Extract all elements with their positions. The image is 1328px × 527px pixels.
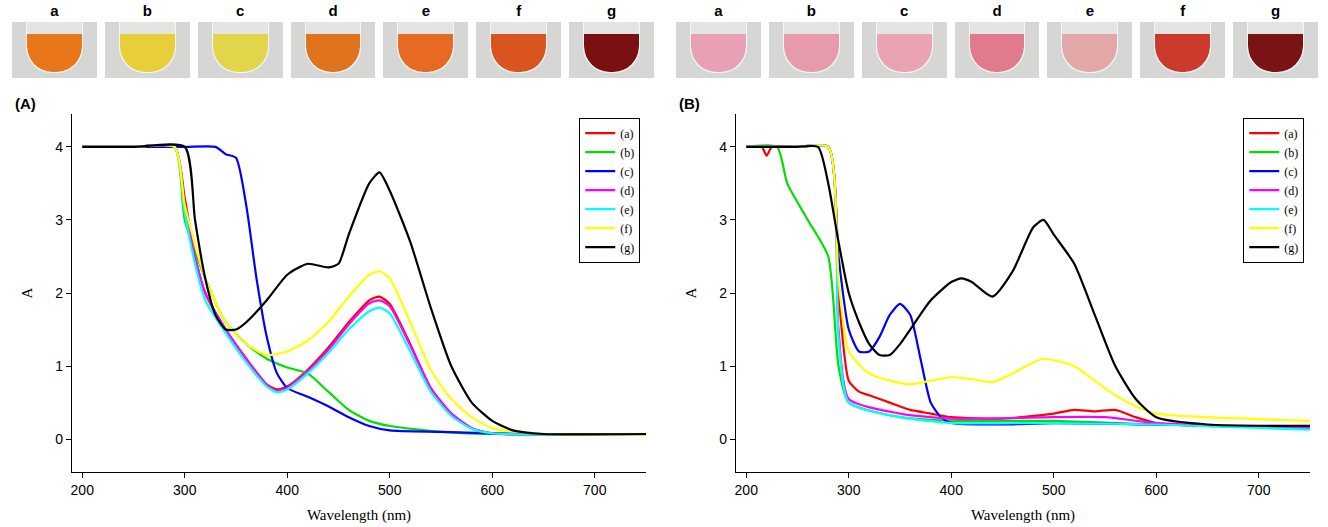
html-text:a: a xyxy=(50,2,59,19)
svg-text:(g): (g) xyxy=(620,241,634,255)
svg-text:(e): (e) xyxy=(1284,203,1297,217)
svg-text:(A): (A) xyxy=(15,95,36,112)
svg-text:1: 1 xyxy=(55,358,63,374)
svg-text:2: 2 xyxy=(719,285,727,301)
html-text:g: g xyxy=(607,2,617,19)
svg-text:(d): (d) xyxy=(1284,184,1298,198)
html-text:a: a xyxy=(714,2,723,19)
svg-text:(b): (b) xyxy=(1284,146,1298,160)
html-text:f: f xyxy=(1180,2,1186,19)
svg-text:400: 400 xyxy=(940,482,964,498)
svg-text:(f): (f) xyxy=(620,222,632,236)
svg-text:Wavelength (nm): Wavelength (nm) xyxy=(307,507,411,524)
svg-text:(a): (a) xyxy=(620,127,633,141)
svg-text:(e): (e) xyxy=(620,203,633,217)
html-text:c: c xyxy=(236,2,245,19)
svg-text:700: 700 xyxy=(583,482,607,498)
svg-text:3: 3 xyxy=(719,212,727,228)
svg-text:600: 600 xyxy=(481,482,505,498)
svg-text:400: 400 xyxy=(276,482,300,498)
svg-text:1: 1 xyxy=(719,358,727,374)
svg-text:200: 200 xyxy=(735,482,759,498)
svg-text:(B): (B) xyxy=(679,95,700,112)
html-text:d: d xyxy=(992,2,1002,19)
svg-text:300: 300 xyxy=(837,482,861,498)
svg-text:(c): (c) xyxy=(620,165,633,179)
svg-text:500: 500 xyxy=(378,482,402,498)
svg-text:0: 0 xyxy=(55,431,63,447)
svg-text:2: 2 xyxy=(55,285,63,301)
svg-text:A: A xyxy=(19,287,35,298)
svg-text:300: 300 xyxy=(173,482,197,498)
svg-text:A: A xyxy=(683,287,699,298)
html-text:d: d xyxy=(328,2,338,19)
html-text:c: c xyxy=(900,2,909,19)
html-text:g: g xyxy=(1271,2,1281,19)
svg-text:4: 4 xyxy=(719,139,727,155)
svg-text:4: 4 xyxy=(55,139,63,155)
html-text:e: e xyxy=(1085,2,1094,19)
svg-text:600: 600 xyxy=(1145,482,1169,498)
html-text:b: b xyxy=(142,2,152,19)
svg-text:Wavelength (nm): Wavelength (nm) xyxy=(971,507,1075,524)
svg-text:(c): (c) xyxy=(1284,165,1297,179)
svg-text:(g): (g) xyxy=(1284,241,1298,255)
svg-text:(b): (b) xyxy=(620,146,634,160)
svg-text:500: 500 xyxy=(1042,482,1066,498)
svg-text:700: 700 xyxy=(1247,482,1271,498)
svg-text:0: 0 xyxy=(719,431,727,447)
html-text:b: b xyxy=(806,2,816,19)
html-text:f: f xyxy=(516,2,522,19)
svg-text:(d): (d) xyxy=(620,184,634,198)
svg-text:(a): (a) xyxy=(1284,127,1297,141)
svg-text:(f): (f) xyxy=(1284,222,1296,236)
html-text:e: e xyxy=(421,2,430,19)
svg-text:3: 3 xyxy=(55,212,63,228)
svg-text:200: 200 xyxy=(71,482,95,498)
